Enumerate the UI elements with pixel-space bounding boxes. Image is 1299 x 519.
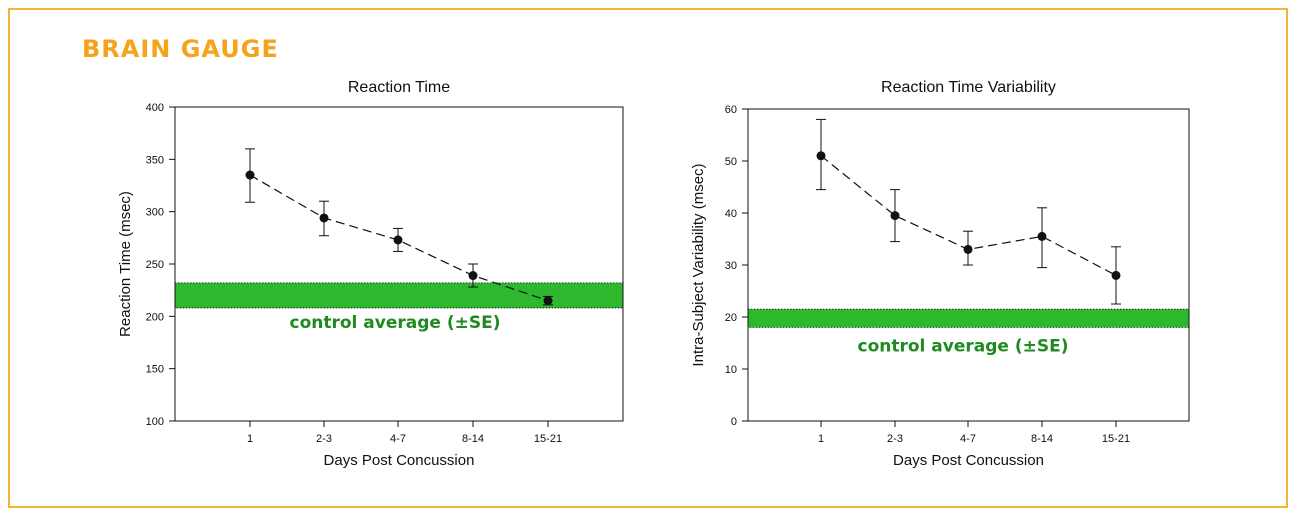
y-tick-label: 30 (725, 260, 737, 272)
data-point (890, 211, 900, 221)
chart-2: Reaction Time Variability control average… (690, 79, 1190, 469)
x-axis-title: Days Post Concussion (893, 452, 1044, 469)
x-tick-label: 15-21 (534, 433, 562, 445)
control-band (747, 308, 1190, 328)
y-tick-label: 20 (725, 312, 737, 324)
slide-frame (8, 8, 1288, 508)
x-tick-label: 8-14 (462, 433, 484, 445)
control-band-label: control average (±SE) (858, 336, 1069, 356)
y-tick-label: 60 (725, 104, 737, 116)
y-tick-label: 150 (146, 364, 164, 376)
y-tick-label: 40 (725, 208, 737, 220)
x-tick-label: 4-7 (960, 433, 976, 445)
data-point (963, 244, 973, 254)
y-tick-label: 250 (146, 259, 164, 271)
y-tick-label: 400 (146, 102, 164, 114)
data-point (468, 271, 478, 281)
x-tick-label: 8-14 (1031, 433, 1053, 445)
x-tick-label: 1 (818, 433, 824, 445)
data-point (1037, 231, 1047, 241)
data-point (245, 170, 255, 180)
control-band-label: control average (±SE) (290, 313, 501, 333)
x-tick-label: 1 (247, 433, 253, 445)
data-point (816, 151, 826, 161)
data-point (319, 213, 329, 223)
data-point (543, 296, 553, 306)
data-point (1111, 270, 1121, 280)
x-tick-label: 2-3 (316, 433, 332, 445)
y-tick-label: 10 (725, 364, 737, 376)
y-tick-label: 100 (146, 416, 164, 428)
y-tick-label: 0 (731, 416, 737, 428)
y-tick-label: 200 (146, 311, 164, 323)
data-point (393, 235, 403, 245)
plot-frame (174, 106, 624, 422)
x-tick-label: 15-21 (1102, 433, 1130, 445)
chart-1: Reaction Time control average (±SE) 100 150… (117, 79, 624, 469)
x-axis-title: Days Post Concussion (324, 452, 475, 469)
y-axis-title: Intra-Subject Variability (msec) (690, 163, 707, 366)
chart-title: Reaction Time (348, 79, 450, 96)
y-tick-label: 350 (146, 154, 164, 166)
y-tick-label: 50 (725, 156, 737, 168)
chart-title: Reaction Time Variability (881, 79, 1056, 96)
brand-title: BRAIN GAUGE (82, 35, 279, 63)
y-axis-title: Reaction Time (msec) (117, 191, 134, 337)
x-tick-label: 2-3 (887, 433, 903, 445)
y-tick-label: 300 (146, 207, 164, 219)
control-band (174, 282, 624, 309)
x-tick-label: 4-7 (390, 433, 406, 445)
